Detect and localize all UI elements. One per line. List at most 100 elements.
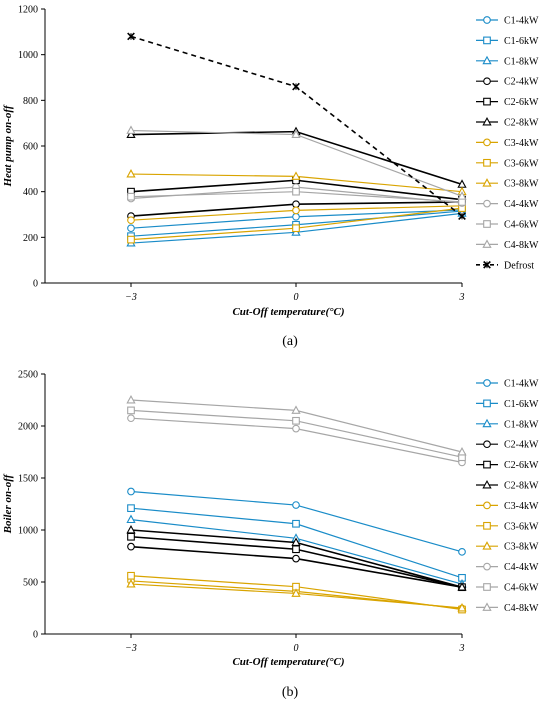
x-axis-title: Cut-Off temperature(°C) — [232, 656, 344, 668]
legend-label: C2-6kW — [504, 97, 539, 108]
legend-item: C3-6kW — [476, 158, 539, 169]
data-point — [126, 129, 136, 139]
legend-marker — [483, 220, 491, 228]
legend-label: C2-6kW — [504, 460, 539, 471]
legend-item: C3-4kW — [476, 138, 539, 149]
data-point — [457, 191, 467, 200]
chart-panel-a: 0 200 400 600 800 1000 1200 −3 0 3 Cut-Off tempera… — [2, 5, 539, 350]
series-C2-8kW — [126, 524, 467, 591]
legend-label: C3-6kW — [504, 521, 539, 532]
data-point — [127, 235, 135, 244]
legend-label: C4-4kW — [504, 562, 539, 573]
legend-marker — [483, 199, 491, 208]
legend-label: C3-4kW — [504, 138, 539, 149]
data-point — [127, 414, 135, 423]
legend-marker — [482, 479, 492, 489]
x-tick-label: 3 — [459, 643, 465, 654]
legend-item: C2-4kW — [476, 440, 539, 451]
legend-marker — [483, 379, 491, 387]
legend-marker — [483, 501, 491, 510]
data-point — [458, 547, 466, 556]
legend-marker — [482, 55, 492, 65]
data-point — [458, 212, 466, 220]
legend-label: C2-8kW — [504, 481, 539, 492]
data-point — [126, 524, 136, 534]
legend-item: C3-8kW — [476, 541, 539, 553]
data-point — [127, 542, 135, 551]
y-tick-label: 1000 — [18, 526, 38, 537]
legend-item: C4-6kW — [476, 583, 539, 594]
legend-marker — [483, 440, 491, 449]
data-point — [457, 602, 467, 612]
series-C3-8kW — [126, 169, 467, 196]
legend-marker — [483, 399, 491, 408]
legend-label: C3-4kW — [504, 501, 539, 512]
data-point — [457, 582, 467, 591]
legend-marker — [483, 583, 491, 591]
data-point — [126, 125, 136, 134]
data-point — [126, 394, 136, 404]
legend-item: C3-6kW — [476, 521, 539, 532]
legend-label: C3-8kW — [504, 542, 539, 553]
series-C4-6kW — [127, 187, 466, 206]
legend-marker — [483, 138, 491, 147]
y-tick-label: 1500 — [18, 474, 38, 485]
data-point — [127, 224, 135, 233]
legend-item: C4-4kW — [476, 562, 539, 573]
legend-item: C2-8kW — [476, 116, 539, 129]
data-point — [291, 588, 301, 597]
data-point — [291, 129, 301, 139]
legend-label: C1-4kW — [504, 379, 539, 390]
legend-marker — [482, 418, 492, 428]
series-C4-8kW — [126, 394, 467, 456]
series-C4-6kW — [127, 406, 466, 462]
x-axis-title: Cut-Off temperature(°C) — [232, 306, 344, 318]
chart-panel-b: 0 500 1000 1500 2000 2500 −3 0 3 Cut-Off temperat… — [2, 370, 539, 701]
y-tick-label: 800 — [23, 96, 38, 107]
y-axis-title: Boiler on-off — [2, 473, 14, 534]
legend-item: C1-4kW — [476, 379, 539, 390]
legend-item: C1-8kW — [476, 418, 539, 430]
data-point — [292, 501, 300, 509]
legend-marker — [483, 16, 491, 24]
y-tick-label: 600 — [23, 142, 38, 153]
panel-label: (b) — [282, 685, 299, 700]
legend-item: Defrost — [476, 260, 534, 271]
series-C3-4kW — [127, 201, 466, 225]
y-tick-label: 1000 — [18, 50, 38, 61]
legend-item: C2-8kW — [476, 479, 539, 492]
legend-item: C4-4kW — [476, 199, 539, 210]
data-point — [127, 504, 135, 513]
data-point — [292, 82, 300, 91]
series-C2-4kW — [127, 542, 466, 592]
data-point — [292, 554, 300, 563]
series-C3-6kW — [127, 204, 466, 244]
legend-label: C1-8kW — [504, 56, 539, 67]
series-C4-8kW — [126, 125, 467, 200]
x-tick-label: 0 — [294, 292, 299, 303]
data-point — [292, 200, 300, 209]
data-point — [457, 446, 467, 456]
legend-marker — [483, 460, 491, 469]
data-point — [292, 519, 300, 528]
legend-label: C4-4kW — [504, 199, 539, 210]
legend-marker — [483, 97, 491, 106]
data-point — [126, 169, 136, 178]
legend-marker — [483, 158, 491, 167]
legend-label: C3-6kW — [504, 158, 539, 169]
data-point — [292, 224, 300, 233]
x-tick-label: 0 — [294, 643, 299, 654]
data-point — [291, 405, 301, 414]
legend-item: C2-6kW — [476, 460, 539, 471]
legend-item: C4-8kW — [476, 239, 539, 251]
series-Defrost — [127, 32, 466, 220]
y-tick-label: 0 — [33, 630, 38, 641]
data-point — [292, 187, 300, 196]
legend-marker — [482, 239, 492, 248]
legend-item: C2-4kW — [476, 77, 539, 88]
legend-label: C3-8kW — [504, 179, 539, 190]
legend-item: C4-8kW — [476, 602, 539, 614]
legend-label: C4-8kW — [504, 603, 539, 614]
y-tick-label: 2000 — [18, 422, 38, 433]
data-point — [292, 416, 300, 425]
